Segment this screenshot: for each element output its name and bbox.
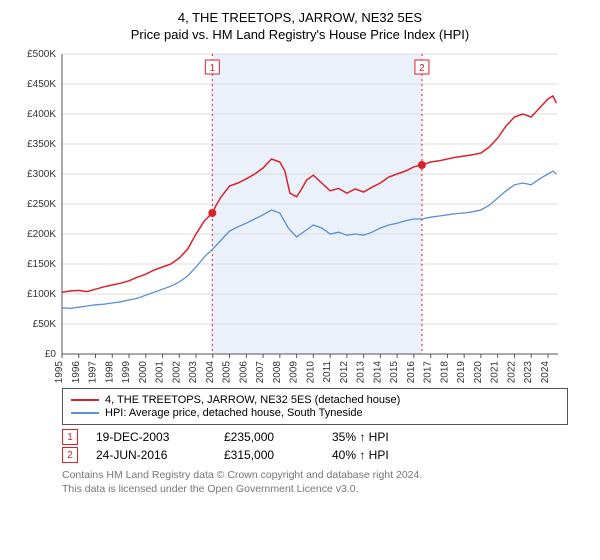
svg-text:£250K: £250K (27, 199, 56, 210)
svg-text:2008: 2008 (272, 361, 283, 384)
svg-text:2010: 2010 (305, 361, 316, 384)
svg-text:2015: 2015 (389, 361, 400, 384)
svg-text:1: 1 (210, 63, 216, 74)
legend-label: 4, THE TREETOPS, JARROW, NE32 5ES (detac… (105, 394, 400, 406)
svg-text:1995: 1995 (54, 361, 65, 384)
svg-text:2007: 2007 (255, 361, 266, 384)
svg-text:2020: 2020 (473, 361, 484, 384)
events-table: 1 19-DEC-2003 £235,000 35% ↑ HPI 2 24-JUN-201… (62, 429, 568, 463)
footer-line: This data is licensed under the Open Gov… (62, 483, 568, 497)
legend-item: 4, THE TREETOPS, JARROW, NE32 5ES (detac… (71, 394, 559, 406)
event-delta: 35% ↑ HPI (332, 430, 389, 444)
event-row: 2 24-JUN-2016 £315,000 40% ↑ HPI (62, 447, 568, 463)
legend-swatch (71, 399, 99, 401)
event-row: 1 19-DEC-2003 £235,000 35% ↑ HPI (62, 429, 568, 445)
legend-swatch (71, 412, 99, 414)
svg-text:2014: 2014 (372, 361, 383, 384)
event-badge: 1 (62, 429, 78, 445)
svg-text:2003: 2003 (188, 361, 199, 384)
svg-text:1996: 1996 (71, 361, 82, 384)
chart-subtitle: Price paid vs. HM Land Registry's House … (14, 27, 586, 42)
svg-text:2000: 2000 (138, 361, 149, 384)
svg-text:2002: 2002 (171, 361, 182, 384)
svg-text:1997: 1997 (88, 361, 99, 384)
svg-text:2016: 2016 (406, 361, 417, 384)
svg-text:2: 2 (419, 63, 425, 74)
svg-text:2022: 2022 (506, 361, 517, 384)
svg-text:£350K: £350K (27, 139, 56, 150)
legend: 4, THE TREETOPS, JARROW, NE32 5ES (detac… (62, 388, 568, 425)
footer-line: Contains HM Land Registry data © Crown c… (62, 469, 568, 483)
svg-text:2005: 2005 (222, 361, 233, 384)
svg-text:2024: 2024 (540, 361, 551, 384)
svg-text:2017: 2017 (423, 361, 434, 384)
svg-text:2012: 2012 (339, 361, 350, 384)
event-price: £235,000 (224, 430, 314, 444)
event-date: 19-DEC-2003 (96, 430, 206, 444)
legend-item: HPI: Average price, detached house, Sout… (71, 407, 559, 419)
event-price: £315,000 (224, 448, 314, 462)
event-delta: 40% ↑ HPI (332, 448, 389, 462)
line-chart: £0 £50K £100K £150K £200K £250K £300K £350K £400… (14, 48, 574, 384)
event-date: 24-JUN-2016 (96, 448, 206, 462)
svg-text:£450K: £450K (27, 79, 56, 90)
footer: Contains HM Land Registry data © Crown c… (62, 469, 568, 496)
event-badge: 2 (62, 447, 78, 463)
svg-text:2006: 2006 (238, 361, 249, 384)
svg-text:2021: 2021 (490, 361, 501, 384)
svg-text:£300K: £300K (27, 169, 56, 180)
svg-text:1998: 1998 (104, 361, 115, 384)
svg-text:£50K: £50K (33, 319, 57, 330)
svg-text:£200K: £200K (27, 229, 56, 240)
svg-text:2011: 2011 (322, 361, 333, 383)
svg-text:2023: 2023 (523, 361, 534, 384)
svg-text:£500K: £500K (27, 49, 56, 60)
chart-title: 4, THE TREETOPS, JARROW, NE32 5ES (14, 10, 586, 25)
svg-text:£400K: £400K (27, 109, 56, 120)
svg-text:2009: 2009 (289, 361, 300, 384)
legend-label: HPI: Average price, detached house, Sout… (105, 407, 363, 419)
svg-text:2019: 2019 (456, 361, 467, 384)
svg-text:1999: 1999 (121, 361, 132, 384)
svg-text:2004: 2004 (205, 361, 216, 384)
svg-text:£0: £0 (45, 349, 57, 360)
svg-text:£150K: £150K (27, 259, 56, 270)
svg-text:£100K: £100K (27, 289, 56, 300)
svg-text:2018: 2018 (439, 361, 450, 384)
svg-text:2013: 2013 (356, 361, 367, 384)
svg-text:2001: 2001 (155, 361, 166, 384)
